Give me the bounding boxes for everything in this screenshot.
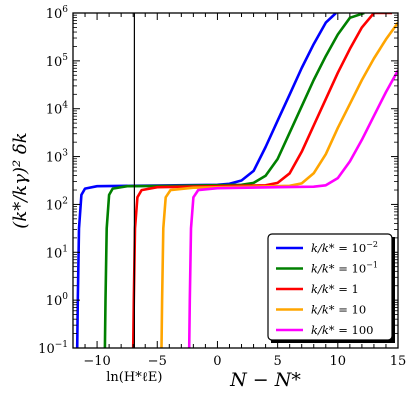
- x-tick-label: −5: [148, 354, 167, 369]
- series-line-5: [187, 69, 398, 348]
- legend-label-1: k/k* = 10−2: [311, 240, 378, 255]
- series-layer: [75, 13, 398, 348]
- legend: k/k* = 10−2 k/k* = 10−1 k/k* = 1 k/k* = 10 k…: [267, 233, 395, 343]
- legend-label-5: k/k* = 100: [311, 323, 373, 337]
- y-tick-label: 102: [46, 196, 68, 213]
- legend-label-2: k/k* = 10−1: [311, 261, 378, 276]
- y-tick-label: 101: [46, 244, 68, 261]
- x-tick-label: −10: [83, 354, 110, 369]
- plot-frame: [72, 12, 399, 349]
- x-tick-label: 15: [390, 354, 407, 369]
- series-line-2: [103, 13, 365, 348]
- legend-box: [267, 233, 393, 341]
- y-tick-label: 100: [46, 292, 69, 309]
- y-tick-label: 10−1: [38, 340, 68, 357]
- y-axis-title: (k*/kγ)² δk: [10, 132, 31, 228]
- x-tick-label: 0: [213, 354, 221, 369]
- y-tick-label: 105: [46, 53, 69, 70]
- y-tick-label: 106: [46, 5, 69, 22]
- series-line-4: [160, 21, 398, 348]
- legend-label-4: k/k* = 10: [311, 303, 366, 317]
- x-axis-title: N − N*: [229, 369, 301, 391]
- y-tick-label: 104: [46, 101, 69, 118]
- y-tick-label: 103: [46, 149, 69, 166]
- x-tick-label: 10: [330, 354, 347, 369]
- x-tick-label: 5: [273, 354, 281, 369]
- series-line-3: [131, 13, 392, 348]
- vline-label: ln(H*ℓE): [106, 370, 162, 385]
- legend-label-3: k/k* = 1: [311, 282, 359, 296]
- ticks-layer: [72, 12, 399, 349]
- series-line-1: [75, 13, 337, 348]
